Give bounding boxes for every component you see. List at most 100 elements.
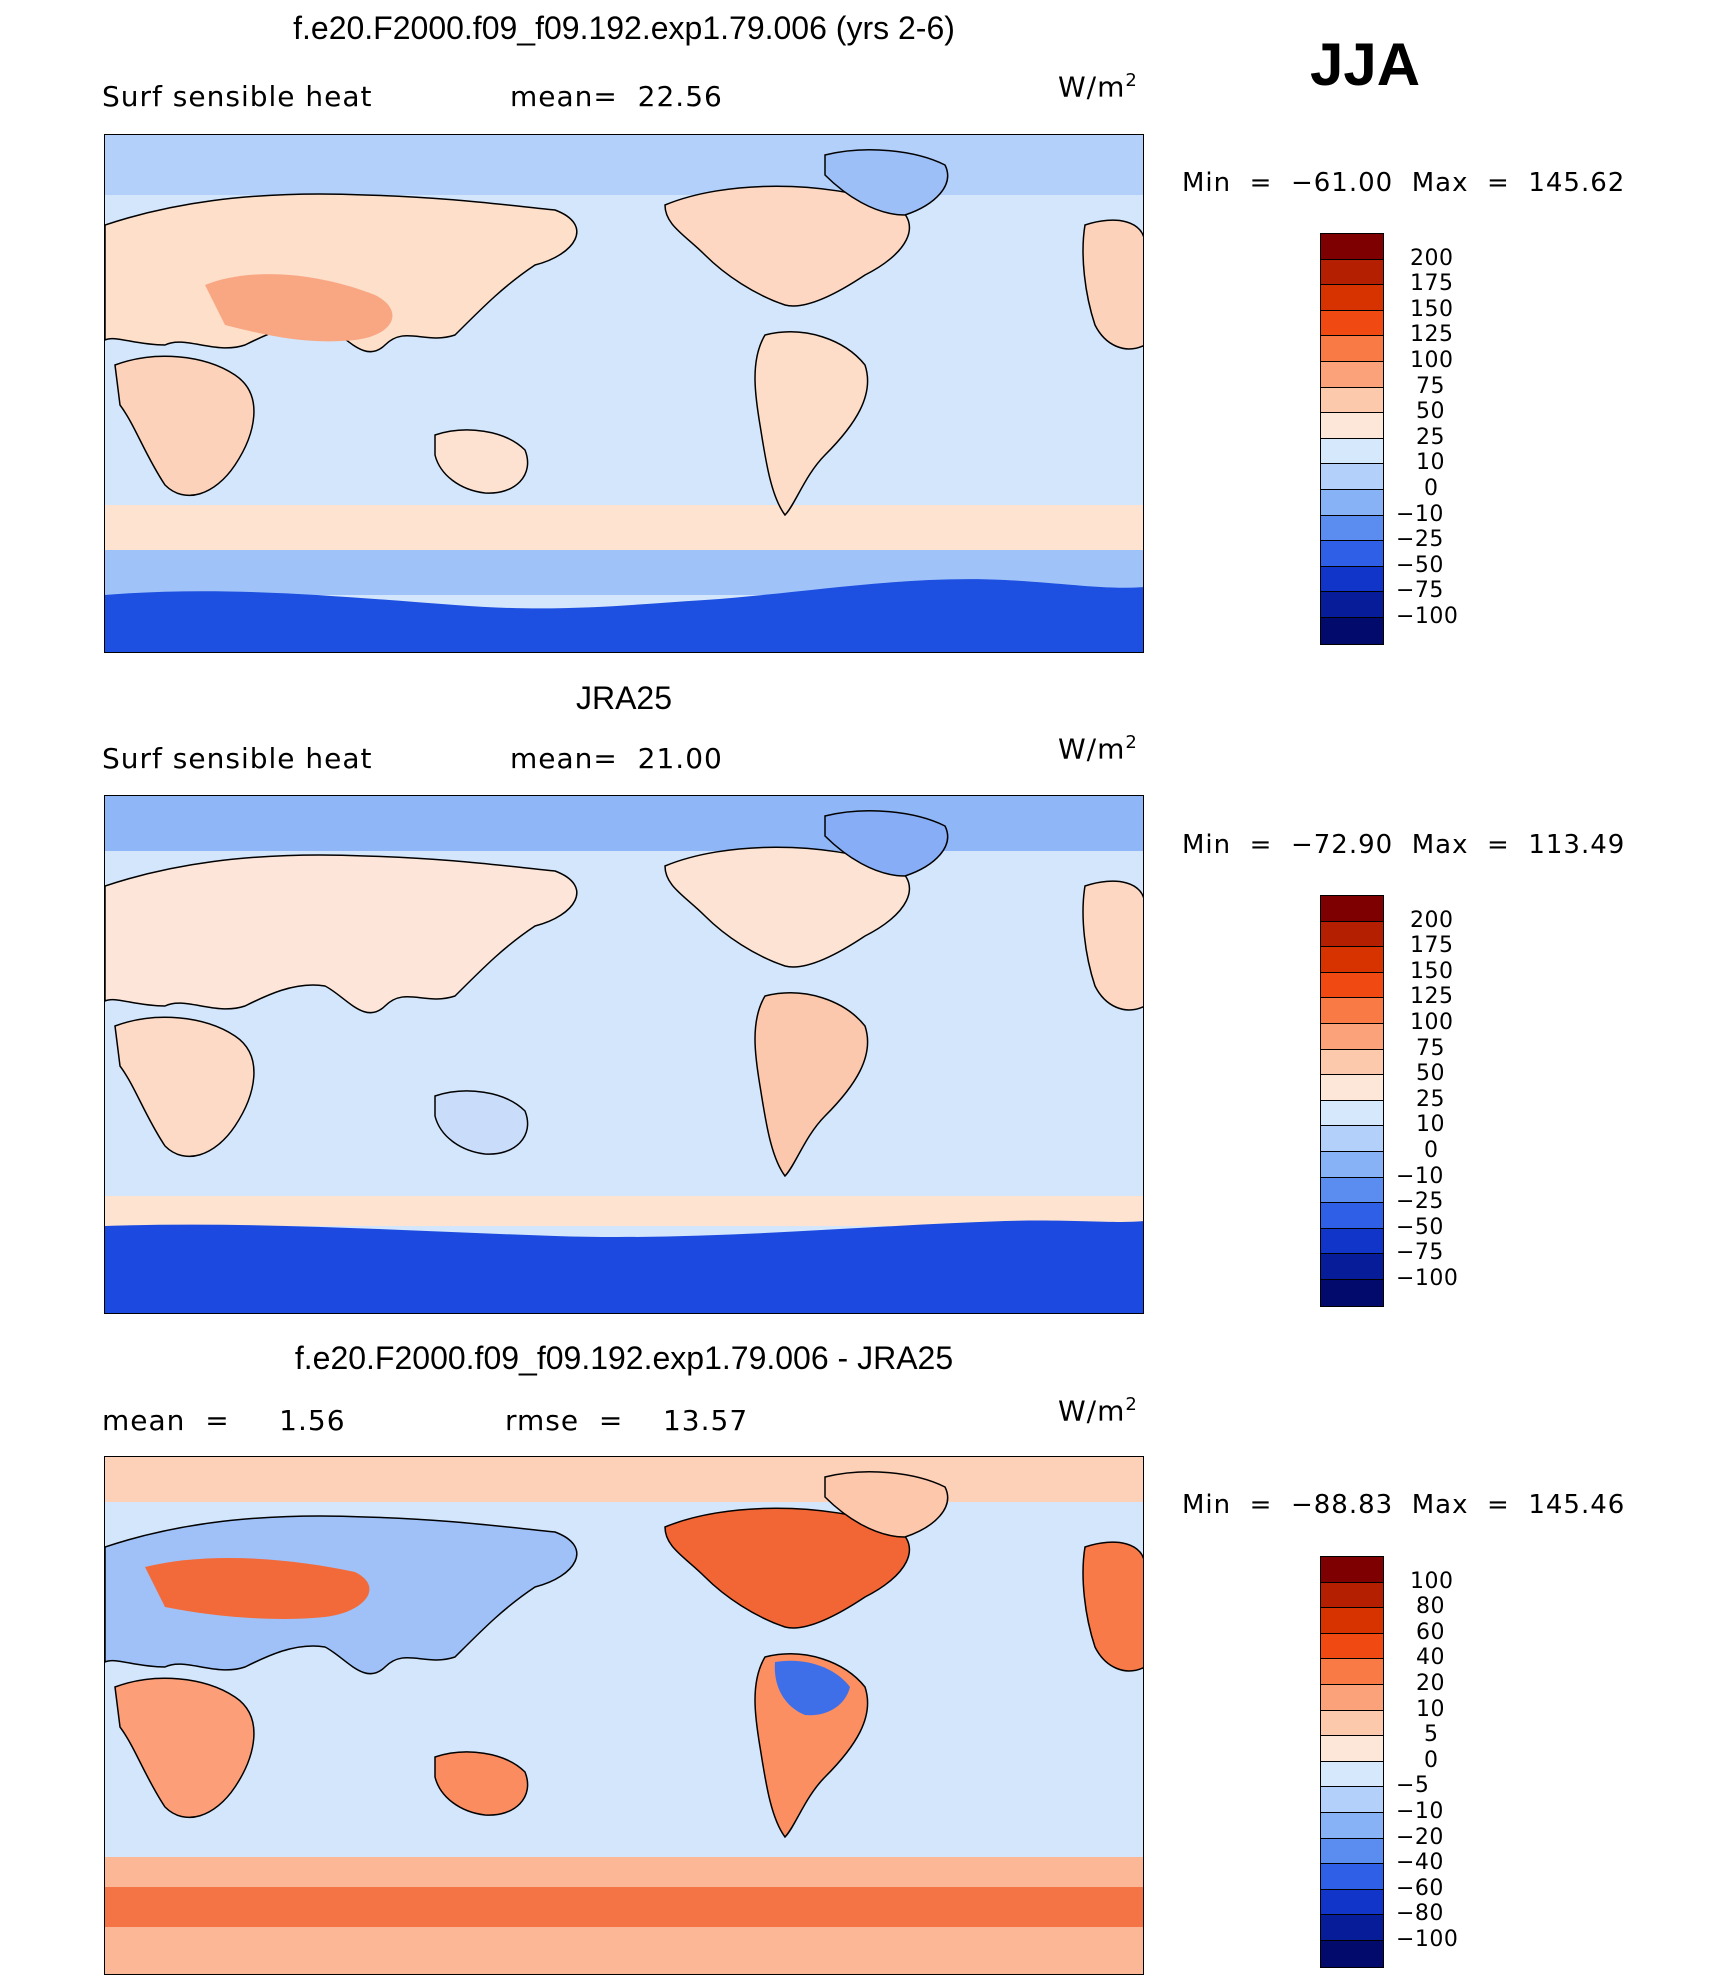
colorbar-tick-label: 10: [1416, 1696, 1445, 1722]
central-asia-warm: [205, 274, 393, 342]
colorbar-tick-label: −50: [1396, 552, 1444, 578]
colorbar-swatch: [1321, 1659, 1383, 1685]
colorbar-swatch: [1321, 617, 1383, 644]
colorbar-tick-label: −100: [1396, 1266, 1459, 1291]
colorbar-swatch: [1321, 387, 1383, 414]
panel-title: JRA25: [575, 680, 673, 716]
panel-title: f.e20.F2000.f09_f09.192.exp1.79.006 (yrs…: [293, 10, 955, 46]
colorbar-tick-label: 0: [1424, 1747, 1439, 1773]
map-model[interactable]: [104, 134, 1144, 653]
colorbar-swatch: [1321, 336, 1383, 362]
south-america-landmass: [754, 992, 869, 1178]
southern-ocean-warm-band: [105, 1887, 1143, 1927]
colorbar-tick-label: 125: [1410, 984, 1454, 1010]
colorbar-tick-label: −20: [1396, 1824, 1444, 1850]
arctic-band: [105, 1457, 1143, 1502]
panel-title: f.e20.F2000.f09_f09.192.exp1.79.006 - JR…: [294, 1340, 954, 1376]
colorbar-tick-label: −5: [1396, 1773, 1430, 1799]
colorbar-swatch: [1321, 1203, 1383, 1229]
colorbar-swatch: [1321, 1812, 1383, 1839]
colorbar-swatch: [1321, 1279, 1383, 1306]
map-diff[interactable]: [104, 1456, 1144, 1975]
colorbar-tick-label: 80: [1416, 1594, 1445, 1620]
colorbar-swatch: [1321, 1940, 1383, 1967]
colorbar-swatch: [1321, 1049, 1383, 1076]
colorbar-swatch: [1321, 541, 1383, 567]
mean-value: mean= 21.00: [510, 742, 723, 775]
africa-landmass: [114, 1016, 255, 1157]
colorbar-tick-label: 150: [1410, 296, 1454, 322]
colorbar-tick-label: −40: [1396, 1850, 1444, 1876]
colorbar-tick-label: 75: [1416, 1035, 1445, 1061]
south-america-landmass: [754, 331, 869, 517]
africa-landmass: [114, 355, 255, 496]
colorbar-swatch: [1321, 1100, 1383, 1127]
colorbar-tick-label: −25: [1396, 1189, 1444, 1215]
colorbar-swatch: [1321, 1915, 1383, 1941]
colorbar-swatch: [1321, 1787, 1383, 1813]
africa-landmass: [114, 1677, 255, 1818]
min-max-readout: Min = −88.83 Max = 145.46: [1182, 1490, 1626, 1520]
greenland-landmass: [824, 1471, 949, 1538]
colorbar-swatch: [1321, 1633, 1383, 1660]
rmse-value: rmse = 13.57: [505, 1404, 749, 1437]
colorbar-swatch: [1321, 1126, 1383, 1152]
colorbar-tick-label: −10: [1396, 1163, 1444, 1189]
australia-landmass: [434, 429, 529, 494]
colorbar-swatch: [1321, 285, 1383, 311]
southern-ocean-band: [105, 505, 1143, 550]
colorbar-swatch: [1321, 896, 1383, 922]
colorbar-tick-label: −50: [1396, 1214, 1444, 1240]
colorbar: [1320, 895, 1384, 1307]
colorbar-swatch: [1321, 1582, 1383, 1609]
colorbar-swatch: [1321, 489, 1383, 516]
variable-name: Surf sensible heat: [102, 80, 373, 113]
units-label: W/m2: [1058, 70, 1138, 104]
colorbar-swatch: [1321, 310, 1383, 337]
colorbar-swatch: [1321, 1761, 1383, 1788]
west-europe-africa-edge: [1082, 219, 1143, 350]
colorbar-tick-label: −100: [1396, 1927, 1459, 1952]
colorbar-swatch: [1321, 921, 1383, 948]
colorbar-tick-label: 20: [1416, 1671, 1445, 1696]
north-america-landmass: [664, 1507, 911, 1629]
greenland-landmass: [824, 810, 949, 877]
colorbar-tick-label: −25: [1396, 527, 1444, 553]
colorbar-swatch: [1321, 438, 1383, 465]
eurasia-landmass: [105, 854, 578, 1014]
colorbar-tick-label: 50: [1416, 1061, 1445, 1087]
colorbar-swatch: [1321, 361, 1383, 388]
antarctica-region: [105, 1220, 1143, 1313]
colorbar-swatch: [1321, 1608, 1383, 1634]
colorbar-tick-label: 150: [1410, 958, 1454, 984]
map-obs[interactable]: [104, 795, 1144, 1314]
colorbar-tick-label: 175: [1410, 271, 1454, 297]
colorbar-tick-label: −10: [1396, 1799, 1444, 1824]
colorbar-tick-label: 100: [1410, 348, 1454, 373]
arctic-band: [105, 796, 1143, 851]
mean-value: mean= 22.56: [510, 80, 723, 113]
colorbar-swatch: [1321, 1254, 1383, 1280]
diff-mean: mean = 1.56: [102, 1404, 346, 1437]
colorbar-swatch: [1321, 1710, 1383, 1737]
west-europe-africa-edge: [1082, 880, 1143, 1011]
colorbar-tick-label: 125: [1410, 322, 1454, 348]
colorbar-swatch: [1321, 1864, 1383, 1890]
colorbar-tick-label: −100: [1396, 604, 1459, 629]
colorbar-tick-label: 0: [1424, 1138, 1439, 1163]
colorbar-tick-label: 10: [1416, 450, 1445, 476]
min-max-readout: Min = −61.00 Max = 145.62: [1182, 168, 1626, 198]
arctic-band: [105, 135, 1143, 195]
colorbar-tick-label: 5: [1424, 1722, 1439, 1748]
colorbar-tick-label: 10: [1416, 1112, 1445, 1138]
colorbar-swatch: [1321, 1151, 1383, 1178]
map-svg: [105, 796, 1143, 1313]
units-label: W/m2: [1058, 732, 1138, 766]
north-america-landmass: [664, 185, 911, 307]
colorbar-swatch: [1321, 566, 1383, 593]
colorbar-swatch: [1321, 1075, 1383, 1101]
colorbar-swatch: [1321, 413, 1383, 439]
variable-name: Surf sensible heat: [102, 742, 373, 775]
colorbar-swatch: [1321, 1557, 1383, 1583]
colorbar-tick-label: 200: [1410, 245, 1454, 271]
